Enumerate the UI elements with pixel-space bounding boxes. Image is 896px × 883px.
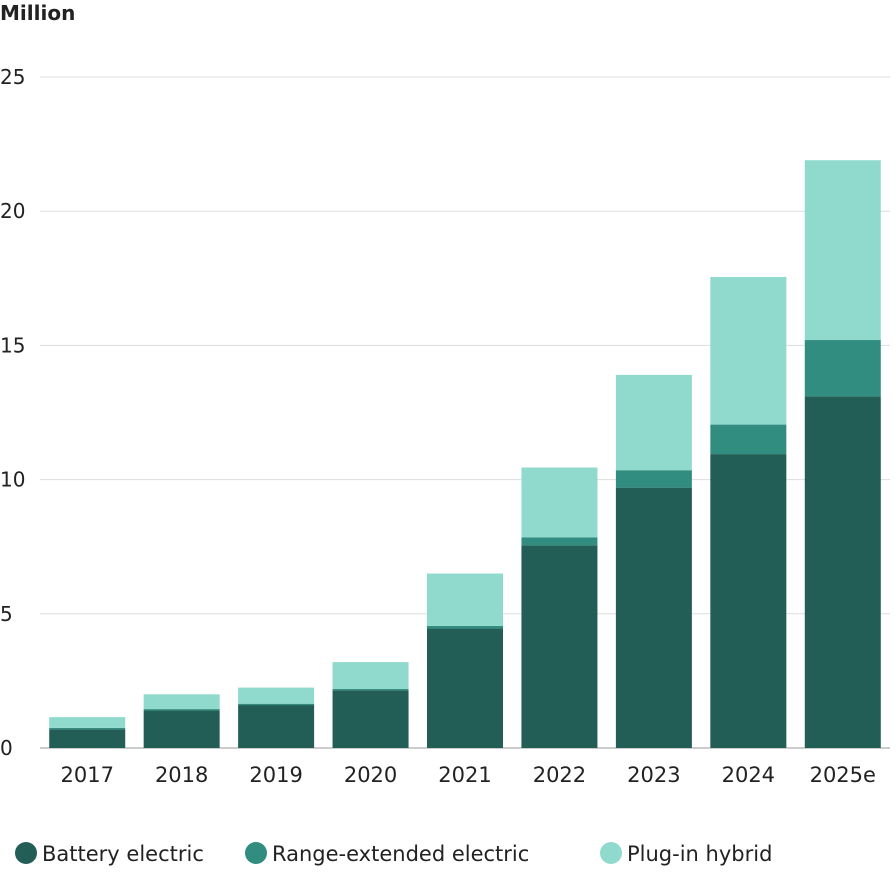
bar-segment-plug-in-hybrid [804,160,881,341]
x-category-label: 2019 [249,763,302,787]
y-axis-unit-label: Million [0,1,75,25]
bar-segment-battery-electric [49,729,126,748]
bar-segment-plug-in-hybrid [49,717,126,728]
legend-swatch [15,842,37,864]
bar-segment-range-extended-electric [710,424,787,455]
bar-segment-range-extended-electric [521,537,598,546]
bar-segment-plug-in-hybrid [427,573,503,626]
legend-label: Range-extended electric [272,842,529,866]
x-category-label: 2017 [60,763,113,787]
bar-segment-plug-in-hybrid [710,276,787,425]
bar-segment-battery-electric [804,396,881,748]
x-category-label: 2021 [438,763,491,787]
y-tick-label: 10 [0,468,25,492]
legend-swatch [600,842,622,864]
y-tick-label: 25 [0,65,25,89]
bar-segment-battery-electric [427,628,503,748]
x-axis-labels: 2017 2018 2019 2020 2021 2022 2023 2024 2025e [60,763,875,787]
y-tick-label: 20 [0,199,25,223]
bar-segment-battery-electric [615,487,692,748]
bar-segment-plug-in-hybrid [521,467,598,538]
legend-label: Plug-in hybrid [627,842,772,866]
bar-segment-range-extended-electric [615,470,692,488]
legend: Battery electric Range-extended electric P… [15,842,772,866]
x-category-label: 2020 [344,763,397,787]
x-category-label: 2018 [155,763,208,787]
bar-segment-battery-electric [238,705,315,748]
bar-segment-plug-in-hybrid [238,687,315,704]
bar-segment-range-extended-electric [332,688,409,691]
y-tick-label: 15 [0,333,25,357]
legend-swatch [245,842,267,864]
legend-label: Battery electric [42,842,204,866]
bar-segment-battery-electric [521,545,598,748]
bar-segment-plug-in-hybrid [143,694,220,710]
bar-segment-plug-in-hybrid [332,662,409,689]
x-category-label: 2024 [722,763,775,787]
x-category-label: 2022 [533,763,586,787]
bar-segment-battery-electric [332,690,409,748]
y-axis-ticks: 0 5 10 15 20 25 [0,65,25,760]
bar-segment-range-extended-electric [804,340,881,397]
bar-segment-range-extended-electric [49,727,126,730]
bar-segment-plug-in-hybrid [615,374,692,471]
x-category-label: 2025e [810,763,876,787]
y-tick-label: 5 [0,602,13,626]
bar-segment-range-extended-electric [238,703,315,706]
bar-segment-range-extended-electric [143,709,220,711]
y-tick-label: 0 [0,736,13,760]
bar-segment-range-extended-electric [427,625,503,629]
bars [49,160,881,748]
bar-segment-battery-electric [143,710,220,748]
bar-segment-battery-electric [710,454,787,748]
x-category-label: 2023 [627,763,680,787]
